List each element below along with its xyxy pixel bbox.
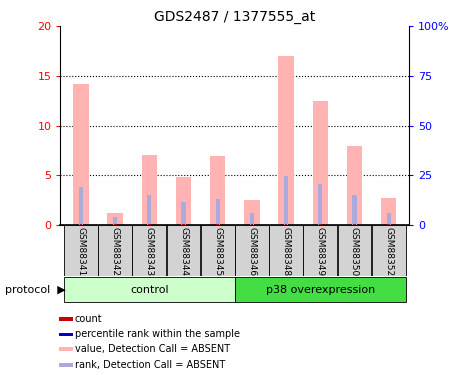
Bar (303, 225, 337, 276)
Text: rank, Detection Call = ABSENT: rank, Detection Call = ABSENT (75, 360, 225, 370)
Bar (235, 277, 405, 302)
Text: GSM88350: GSM88350 (350, 226, 359, 276)
Text: GSM88341: GSM88341 (76, 226, 86, 276)
Bar (386, 213, 391, 225)
Text: GSM88345: GSM88345 (213, 226, 222, 276)
Bar (73, 84, 89, 225)
Bar (113, 217, 117, 225)
Bar (60, 347, 73, 351)
Text: control: control (130, 285, 169, 295)
Bar (133, 225, 166, 276)
Bar (312, 101, 328, 225)
Text: GSM88346: GSM88346 (247, 226, 256, 276)
Text: count: count (75, 314, 102, 324)
Bar (338, 225, 372, 276)
Bar (251, 224, 253, 225)
Bar (148, 224, 151, 225)
Bar (80, 224, 82, 225)
Text: GSM88342: GSM88342 (111, 226, 120, 276)
Text: GSM88348: GSM88348 (282, 226, 291, 276)
Bar (244, 200, 259, 225)
Bar (60, 363, 73, 367)
Bar (60, 333, 73, 336)
Bar (107, 213, 123, 225)
Bar (182, 224, 185, 225)
Bar (235, 225, 269, 276)
Title: GDS2487 / 1377555_at: GDS2487 / 1377555_at (154, 10, 315, 24)
Bar (353, 224, 356, 225)
Text: percentile rank within the sample: percentile rank within the sample (75, 329, 240, 339)
Bar (201, 225, 235, 276)
Bar (381, 198, 396, 225)
Bar (318, 184, 322, 225)
Bar (284, 176, 288, 225)
Bar (147, 195, 152, 225)
Text: value, Detection Call = ABSENT: value, Detection Call = ABSENT (75, 344, 230, 354)
Bar (347, 146, 362, 225)
Bar (142, 155, 157, 225)
Bar (387, 224, 390, 225)
Bar (64, 225, 98, 276)
Bar (79, 187, 83, 225)
Bar (319, 224, 322, 225)
Text: GSM88344: GSM88344 (179, 226, 188, 276)
Bar (372, 225, 405, 276)
Bar (250, 213, 254, 225)
Bar (166, 225, 200, 276)
Text: p38 overexpression: p38 overexpression (266, 285, 375, 295)
Bar (285, 224, 287, 225)
Text: GSM88343: GSM88343 (145, 226, 154, 276)
Bar (210, 156, 226, 225)
Bar (279, 56, 294, 225)
Bar (352, 195, 357, 225)
Bar (114, 224, 117, 225)
Bar (269, 225, 303, 276)
Text: GSM88349: GSM88349 (316, 226, 325, 276)
Bar (98, 225, 132, 276)
Bar (176, 177, 191, 225)
Bar (181, 202, 186, 225)
Text: protocol  ▶: protocol ▶ (5, 285, 66, 295)
Bar (64, 277, 235, 302)
Bar (216, 199, 220, 225)
Bar (216, 224, 219, 225)
Bar (60, 317, 73, 321)
Text: GSM88352: GSM88352 (384, 226, 393, 276)
